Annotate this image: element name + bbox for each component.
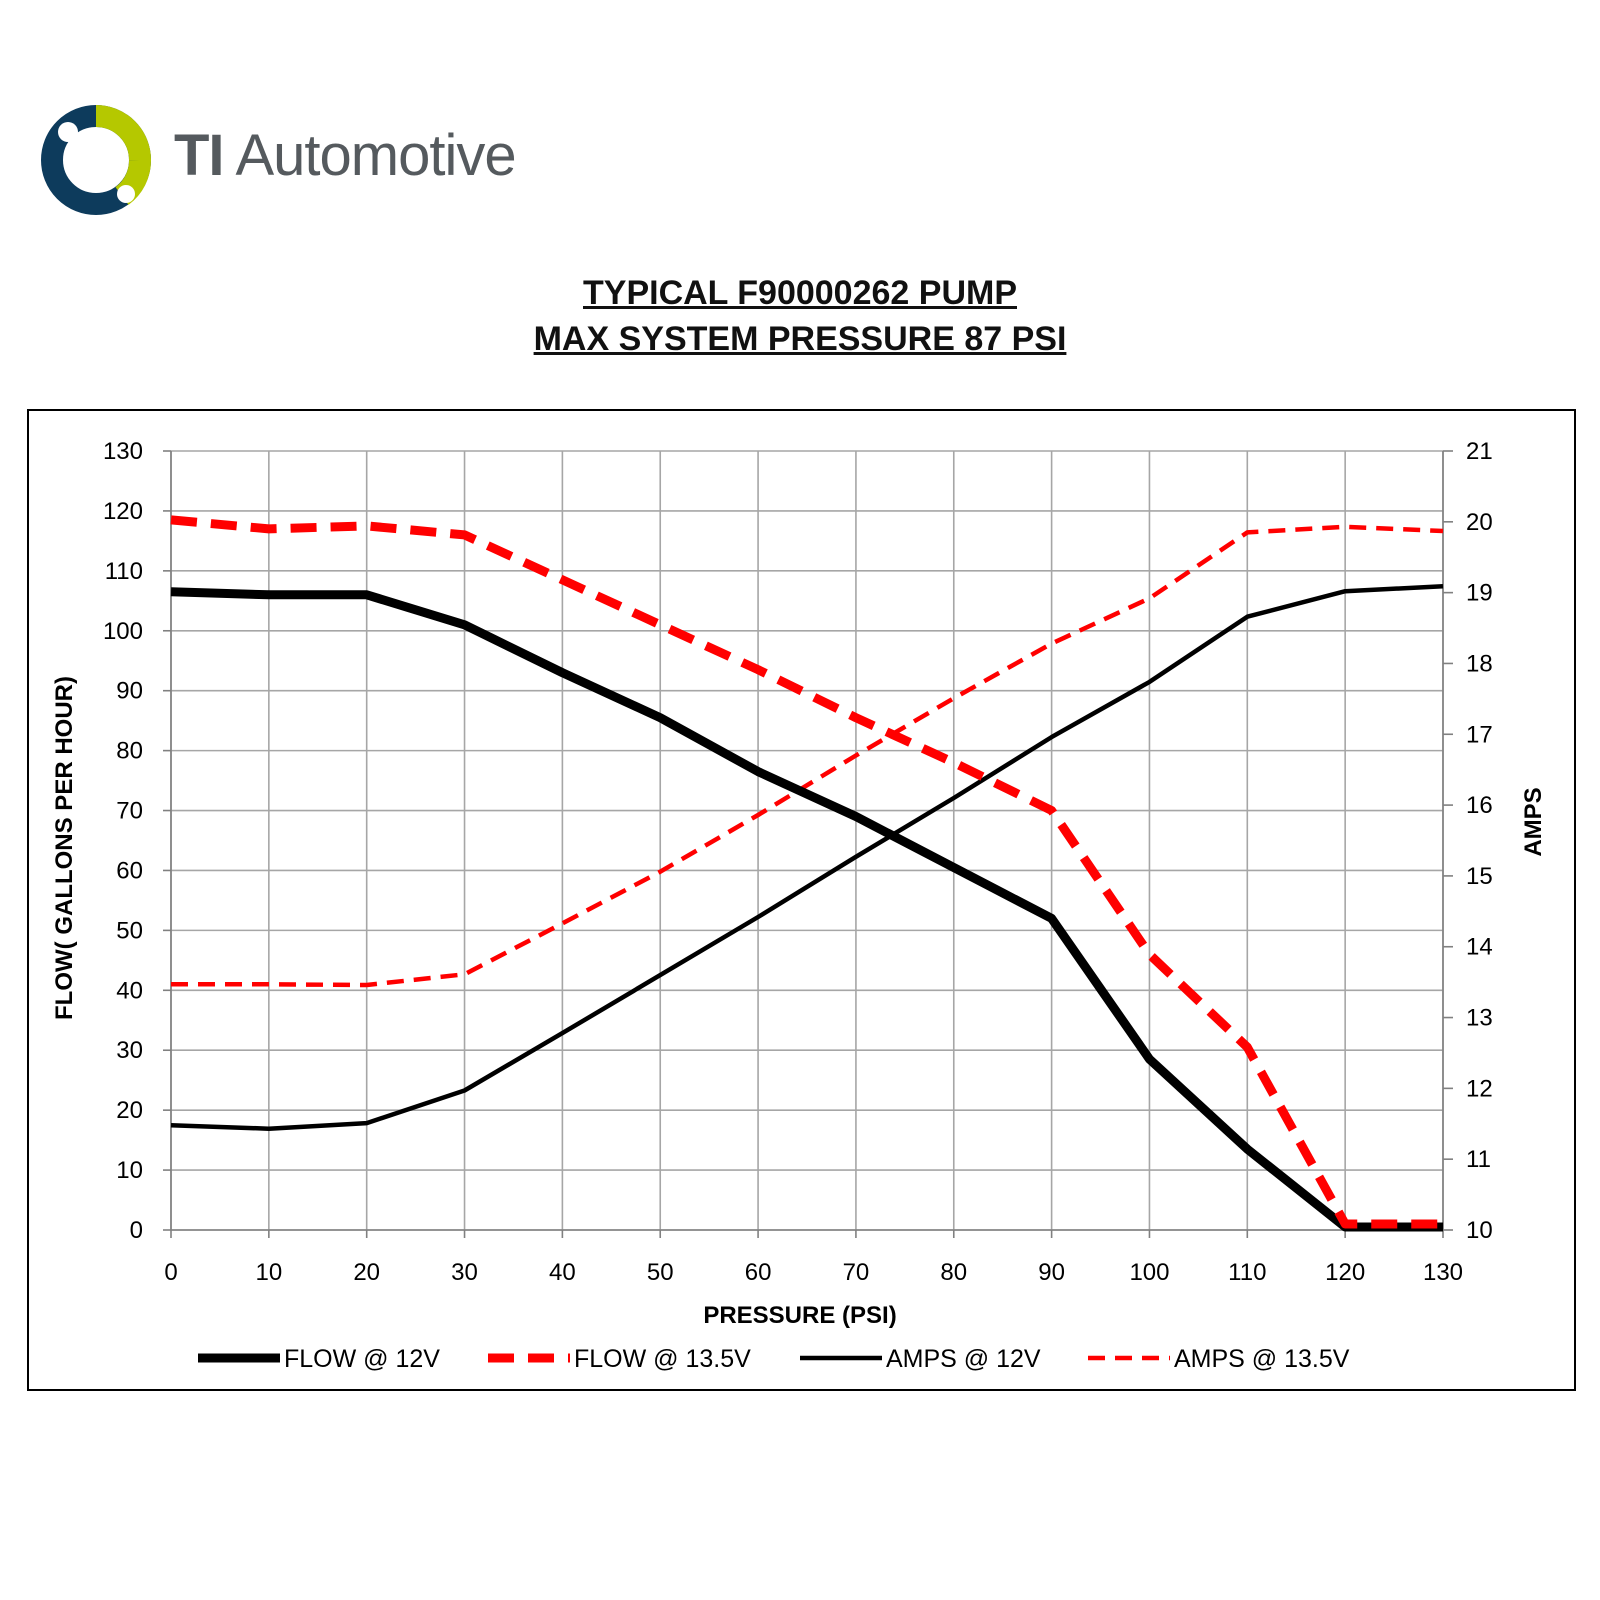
y2-tick-label: 12 [1466,1075,1493,1102]
x-tick-label: 20 [353,1259,380,1286]
x-tick-label: 50 [647,1259,674,1286]
chart-subtitle: MAX SYSTEM PRESSURE 87 PSI [533,320,1067,358]
y-tick-label: 0 [130,1217,143,1244]
y-tick-label: 120 [103,498,143,525]
y2-tick-label: 19 [1466,580,1493,607]
y2-tick-label: 14 [1466,934,1493,961]
series-line-flow-12v [170,587,1443,1232]
y-tick-label: 70 [116,798,143,825]
y2-tick-label: 16 [1466,792,1493,819]
x-tick-label: 120 [1325,1259,1365,1286]
x-tick-label: 60 [745,1259,772,1286]
y-tick-label: 40 [116,977,143,1004]
chart-title: TYPICAL F90000262 PUMP [583,274,1017,312]
chart-grid [170,450,1444,1231]
chart-titles: TYPICAL F90000262 PUMP MAX SYSTEM PRESSU… [0,270,1600,362]
legend-label-amps-12v: AMPS @ 12V [886,1345,1041,1373]
chart-frame [27,409,1576,1391]
brand-name: TI Automotive [174,123,517,188]
x-tick-label: 130 [1423,1259,1463,1286]
y2-tick-label: 15 [1466,863,1493,890]
y-tick-label: 60 [116,857,143,884]
y-tick-label: 30 [116,1037,143,1064]
x-tick-label: 100 [1129,1259,1169,1286]
legend-label-flow-13-5v: FLOW @ 13.5V [574,1345,751,1373]
x-tick-label: 80 [940,1259,967,1286]
y-axis-label: FLOW( GALLONS PER HOUR) [51,676,78,1020]
x-tick-label: 0 [164,1259,177,1286]
series-line-amps-12v [170,584,1444,1131]
ti-logo-icon [41,105,151,215]
y2-tick-label: 17 [1466,721,1493,748]
x-tick-label: 110 [1228,1259,1266,1286]
brand-logo: TI Automotive [38,102,558,222]
y-tick-label: 90 [116,678,143,705]
legend-label-flow-12v: FLOW @ 12V [284,1345,440,1373]
x-tick-label: 40 [549,1259,576,1286]
y-tick-label: 80 [116,738,143,765]
y2-tick-label: 21 [1466,438,1493,465]
x-tick-label: 10 [255,1259,282,1286]
y2-tick-label: 11 [1466,1146,1491,1173]
chart-axes: 0 10 20 30 40 50 60 70 80 90 100 110 120 130 0 10 20 30 40… [103,438,1493,1286]
x-tick-label: 30 [451,1259,478,1286]
series-line-flow-13-5v [170,515,1443,1229]
x-tick-label: 90 [1038,1259,1065,1286]
y-tick-label: 130 [103,438,143,465]
y2-tick-label: 18 [1466,650,1493,677]
y2-tick-label: 13 [1466,1005,1493,1032]
y-tick-label: 110 [105,558,143,585]
chart-series [170,515,1444,1232]
x-tick-label: 70 [843,1259,870,1286]
y2-tick-label: 20 [1466,509,1493,536]
y-tick-label: 100 [103,618,143,645]
legend-label-amps-13-5v: AMPS @ 13.5V [1174,1345,1350,1373]
y2-tick-label: 10 [1466,1217,1493,1244]
chart-legend: FLOW @ 12V FLOW @ 13.5V AMPS @ 12V AMPS @ 1… [198,1345,1350,1373]
y-tick-label: 20 [116,1097,143,1124]
y-tick-label: 10 [116,1157,143,1184]
x-axis-label: PRESSURE (PSI) [703,1302,896,1329]
y-tick-label: 50 [116,917,143,944]
series-line-amps-13-5v [171,524,1444,988]
y2-axis-label: AMPS [1520,787,1547,856]
